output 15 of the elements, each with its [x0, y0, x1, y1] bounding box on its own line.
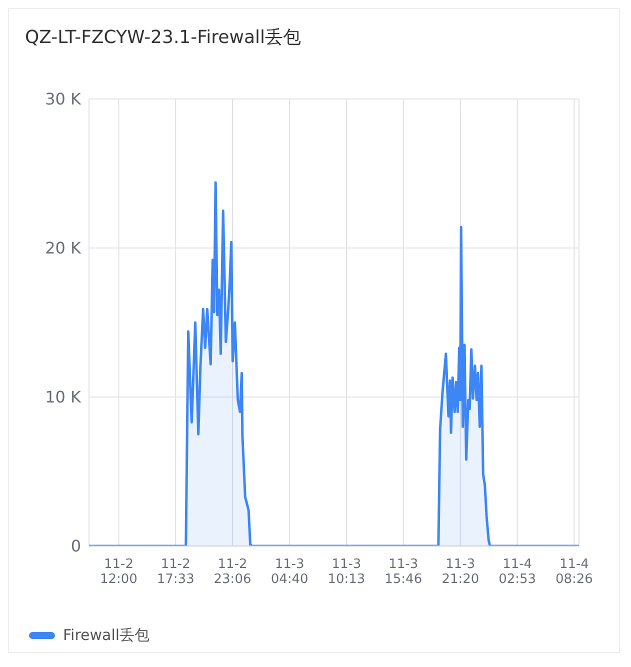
x-tick-label: 11-3 04:40 — [270, 557, 308, 587]
legend-label: Firewall丢包 — [63, 626, 150, 645]
x-tick-label: 11-4 02:53 — [498, 557, 536, 587]
x-tick-label: 11-2 12:00 — [100, 557, 138, 587]
x-tick-label: 11-3 15:46 — [384, 557, 422, 587]
y-tick-label: 30 K — [45, 90, 82, 109]
x-tick-label: 11-4 08:26 — [555, 557, 593, 587]
y-tick-label: 10 K — [45, 388, 82, 407]
x-tick-label: 11-3 10:13 — [328, 557, 366, 587]
x-tick-label: 11-3 21:20 — [442, 557, 480, 587]
x-tick-label: 11-2 23:06 — [214, 557, 252, 587]
x-tick-label: 11-2 17:33 — [156, 557, 194, 587]
chart-title: QZ-LT-FZCYW-23.1-Firewall丢包 — [24, 26, 302, 50]
y-tick-label: 20 K — [45, 238, 82, 258]
y-tick-label: 0 — [70, 536, 81, 556]
